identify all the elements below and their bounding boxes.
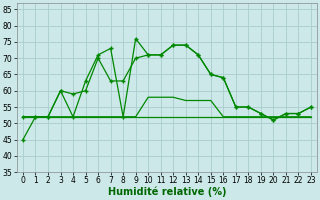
- X-axis label: Humidité relative (%): Humidité relative (%): [108, 187, 226, 197]
